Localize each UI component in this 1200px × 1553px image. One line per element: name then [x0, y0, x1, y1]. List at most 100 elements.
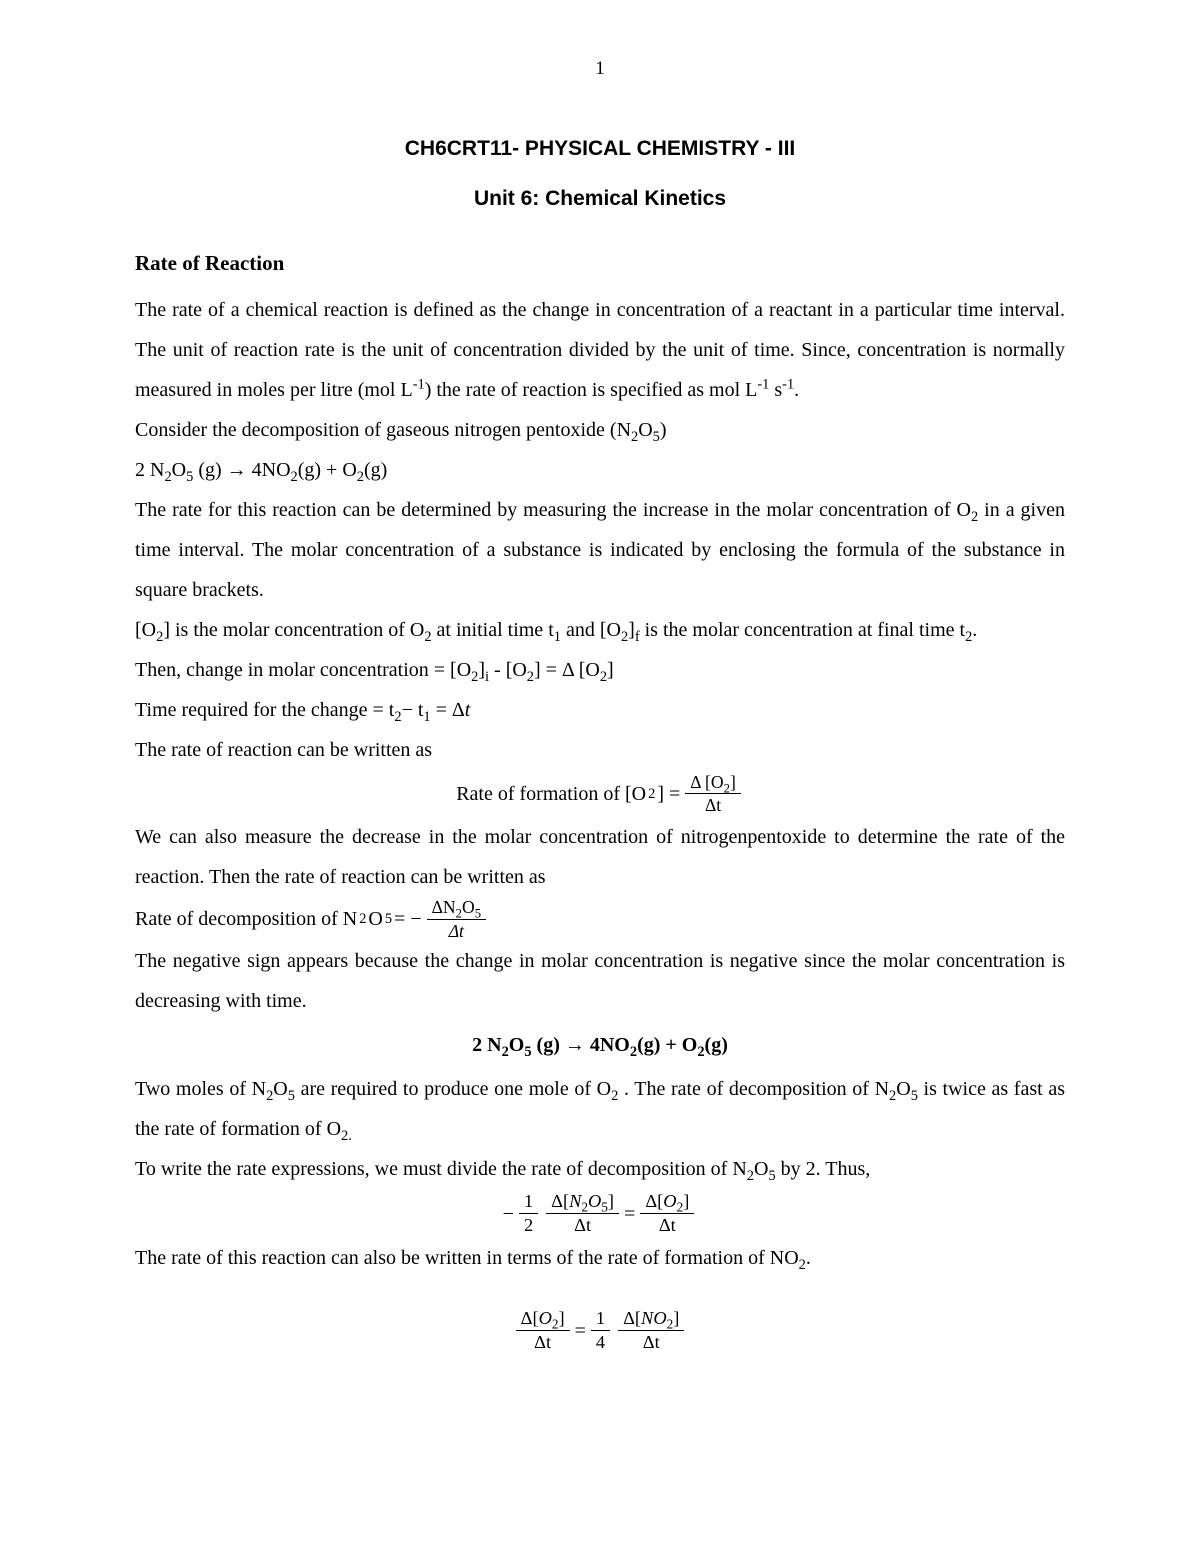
fraction: Δ [O2] Δt	[685, 772, 741, 815]
text: O	[273, 1078, 287, 1100]
text: (g) → 4NO	[532, 1034, 630, 1056]
equals: =	[575, 1311, 586, 1351]
subscript: 2	[799, 1257, 806, 1273]
text: Δt	[659, 1215, 676, 1235]
fraction: ΔN2O5 Δt	[427, 897, 486, 940]
text: The rate of this reaction can also be wr…	[135, 1247, 799, 1269]
equation-rate-expression-1: − 1 2 Δ[N2O5] Δt = Δ[O2] Δt	[135, 1191, 1065, 1236]
subscript: 5	[911, 1088, 918, 1104]
equation-bold-reaction: 2 N2O5 (g) → 4NO2(g) + O2(g)	[135, 1025, 1065, 1065]
text: ]	[683, 1191, 689, 1211]
fraction-n2o5: Δ[N2O5] Δt	[546, 1191, 619, 1236]
text: Δ[	[645, 1191, 663, 1211]
text: Δ [O	[690, 772, 723, 792]
text: (g) + O	[298, 459, 357, 481]
text: Δt	[685, 794, 741, 815]
text: (g) → 4NO	[193, 459, 290, 481]
fraction-o2-left: Δ[O2] Δt	[516, 1308, 570, 1353]
text: .	[794, 379, 799, 401]
equals: =	[624, 1194, 635, 1234]
subscript: 2	[697, 1044, 704, 1060]
subscript: 5	[653, 429, 660, 445]
text: ]	[730, 772, 736, 792]
subscript: 2	[394, 709, 401, 725]
text: [O	[135, 619, 156, 641]
text: Rate of decomposition of N	[135, 899, 357, 939]
text: 4	[591, 1331, 610, 1353]
subscript: 2	[164, 469, 171, 485]
subscript: 2	[291, 469, 298, 485]
fraction-half: 1 2	[519, 1191, 538, 1236]
subscript: 5	[475, 907, 481, 921]
text: Two moles of N	[135, 1078, 266, 1100]
text: is the molar concentration at final time…	[640, 619, 965, 641]
text: are required to produce one mole of O	[295, 1078, 611, 1100]
paragraph-decrease-measure: We can also measure the decrease in the …	[135, 817, 1065, 897]
text: Rate of formation of [O	[456, 774, 646, 814]
page-number: 1	[135, 50, 1065, 88]
text: (g)	[705, 1034, 728, 1056]
equation-time-change: Time required for the change = t2− t1 = …	[135, 690, 1065, 730]
paragraph-two-moles: Two moles of N2O5 are required to produc…	[135, 1069, 1065, 1149]
paragraph-negative-sign: The negative sign appears because the ch…	[135, 941, 1065, 1021]
paragraph-rate-determine: The rate for this reaction can be determ…	[135, 490, 1065, 610]
text: The rate for this reaction can be determ…	[135, 499, 971, 521]
text: O	[754, 1158, 768, 1180]
subscript: 2	[527, 669, 534, 685]
text: N	[569, 1191, 581, 1211]
text: Δ[	[551, 1191, 569, 1211]
text: 1	[519, 1191, 538, 1214]
text: O	[462, 897, 475, 917]
paragraph-molar-concentration: [O2] is the molar concentration of O2 at…	[135, 610, 1065, 650]
equation-change-concentration: Then, change in molar concentration = [O…	[135, 650, 1065, 690]
text: ]	[673, 1308, 679, 1328]
text: ] =	[657, 774, 680, 814]
text: O	[638, 419, 652, 441]
text: ] is the molar concentration of O	[163, 619, 424, 641]
text: (g)	[364, 459, 387, 481]
paragraph-divide-by-2: To write the rate expressions, we must d…	[135, 1149, 1065, 1189]
text: )	[660, 419, 667, 441]
text: (g) + O	[637, 1034, 697, 1056]
italic-t: t	[465, 699, 471, 721]
text: by 2. Thus,	[776, 1158, 871, 1180]
text: NO	[641, 1308, 667, 1328]
text: at initial time t	[432, 619, 554, 641]
course-title: CH6CRT11- PHYSICAL CHEMISTRY - III	[135, 128, 1065, 170]
equation-rate-formation: Rate of formation of [O2] = Δ [O2] Δt	[135, 772, 1065, 815]
text: ]	[558, 1308, 564, 1328]
text: Δt	[643, 1332, 660, 1352]
text: Δ[	[521, 1308, 539, 1328]
superscript: -1	[782, 376, 794, 392]
subscript: 2	[424, 629, 431, 645]
equation-decomposition: 2 N2O5 (g) → 4NO2(g) + O2(g)	[135, 450, 1065, 490]
paragraph-consider: Consider the decomposition of gaseous ni…	[135, 410, 1065, 450]
text: ]	[608, 1191, 614, 1211]
paragraph-no2-rate: The rate of this reaction can also be wr…	[135, 1238, 1065, 1278]
text: O	[896, 1078, 910, 1100]
subscript: 2	[357, 469, 364, 485]
text: Δt	[534, 1332, 551, 1352]
paragraph-rate-written: The rate of reaction can be written as	[135, 730, 1065, 770]
subscript: 1	[423, 709, 430, 725]
text: Then, change in molar concentration = [O	[135, 659, 471, 681]
text: .	[806, 1247, 811, 1269]
text: − t	[402, 699, 424, 721]
text: 2	[519, 1214, 538, 1236]
subscript: 2	[630, 1044, 637, 1060]
text: = Δ	[431, 699, 465, 721]
text: 2 N	[472, 1034, 501, 1056]
text: ΔN	[432, 897, 456, 917]
text: O	[539, 1308, 552, 1328]
text: ]	[628, 619, 635, 641]
text: Δ[	[623, 1308, 641, 1328]
text: s	[769, 379, 782, 401]
text: - [O	[489, 659, 527, 681]
subscript: 5	[288, 1088, 295, 1104]
fraction-quarter: 1 4	[591, 1308, 610, 1353]
text: Consider the decomposition of gaseous ni…	[135, 419, 631, 441]
text: O	[509, 1034, 525, 1056]
text: Time required for the change = t	[135, 699, 394, 721]
paragraph-intro: The rate of a chemical reaction is defin…	[135, 290, 1065, 410]
text: O	[663, 1191, 676, 1211]
